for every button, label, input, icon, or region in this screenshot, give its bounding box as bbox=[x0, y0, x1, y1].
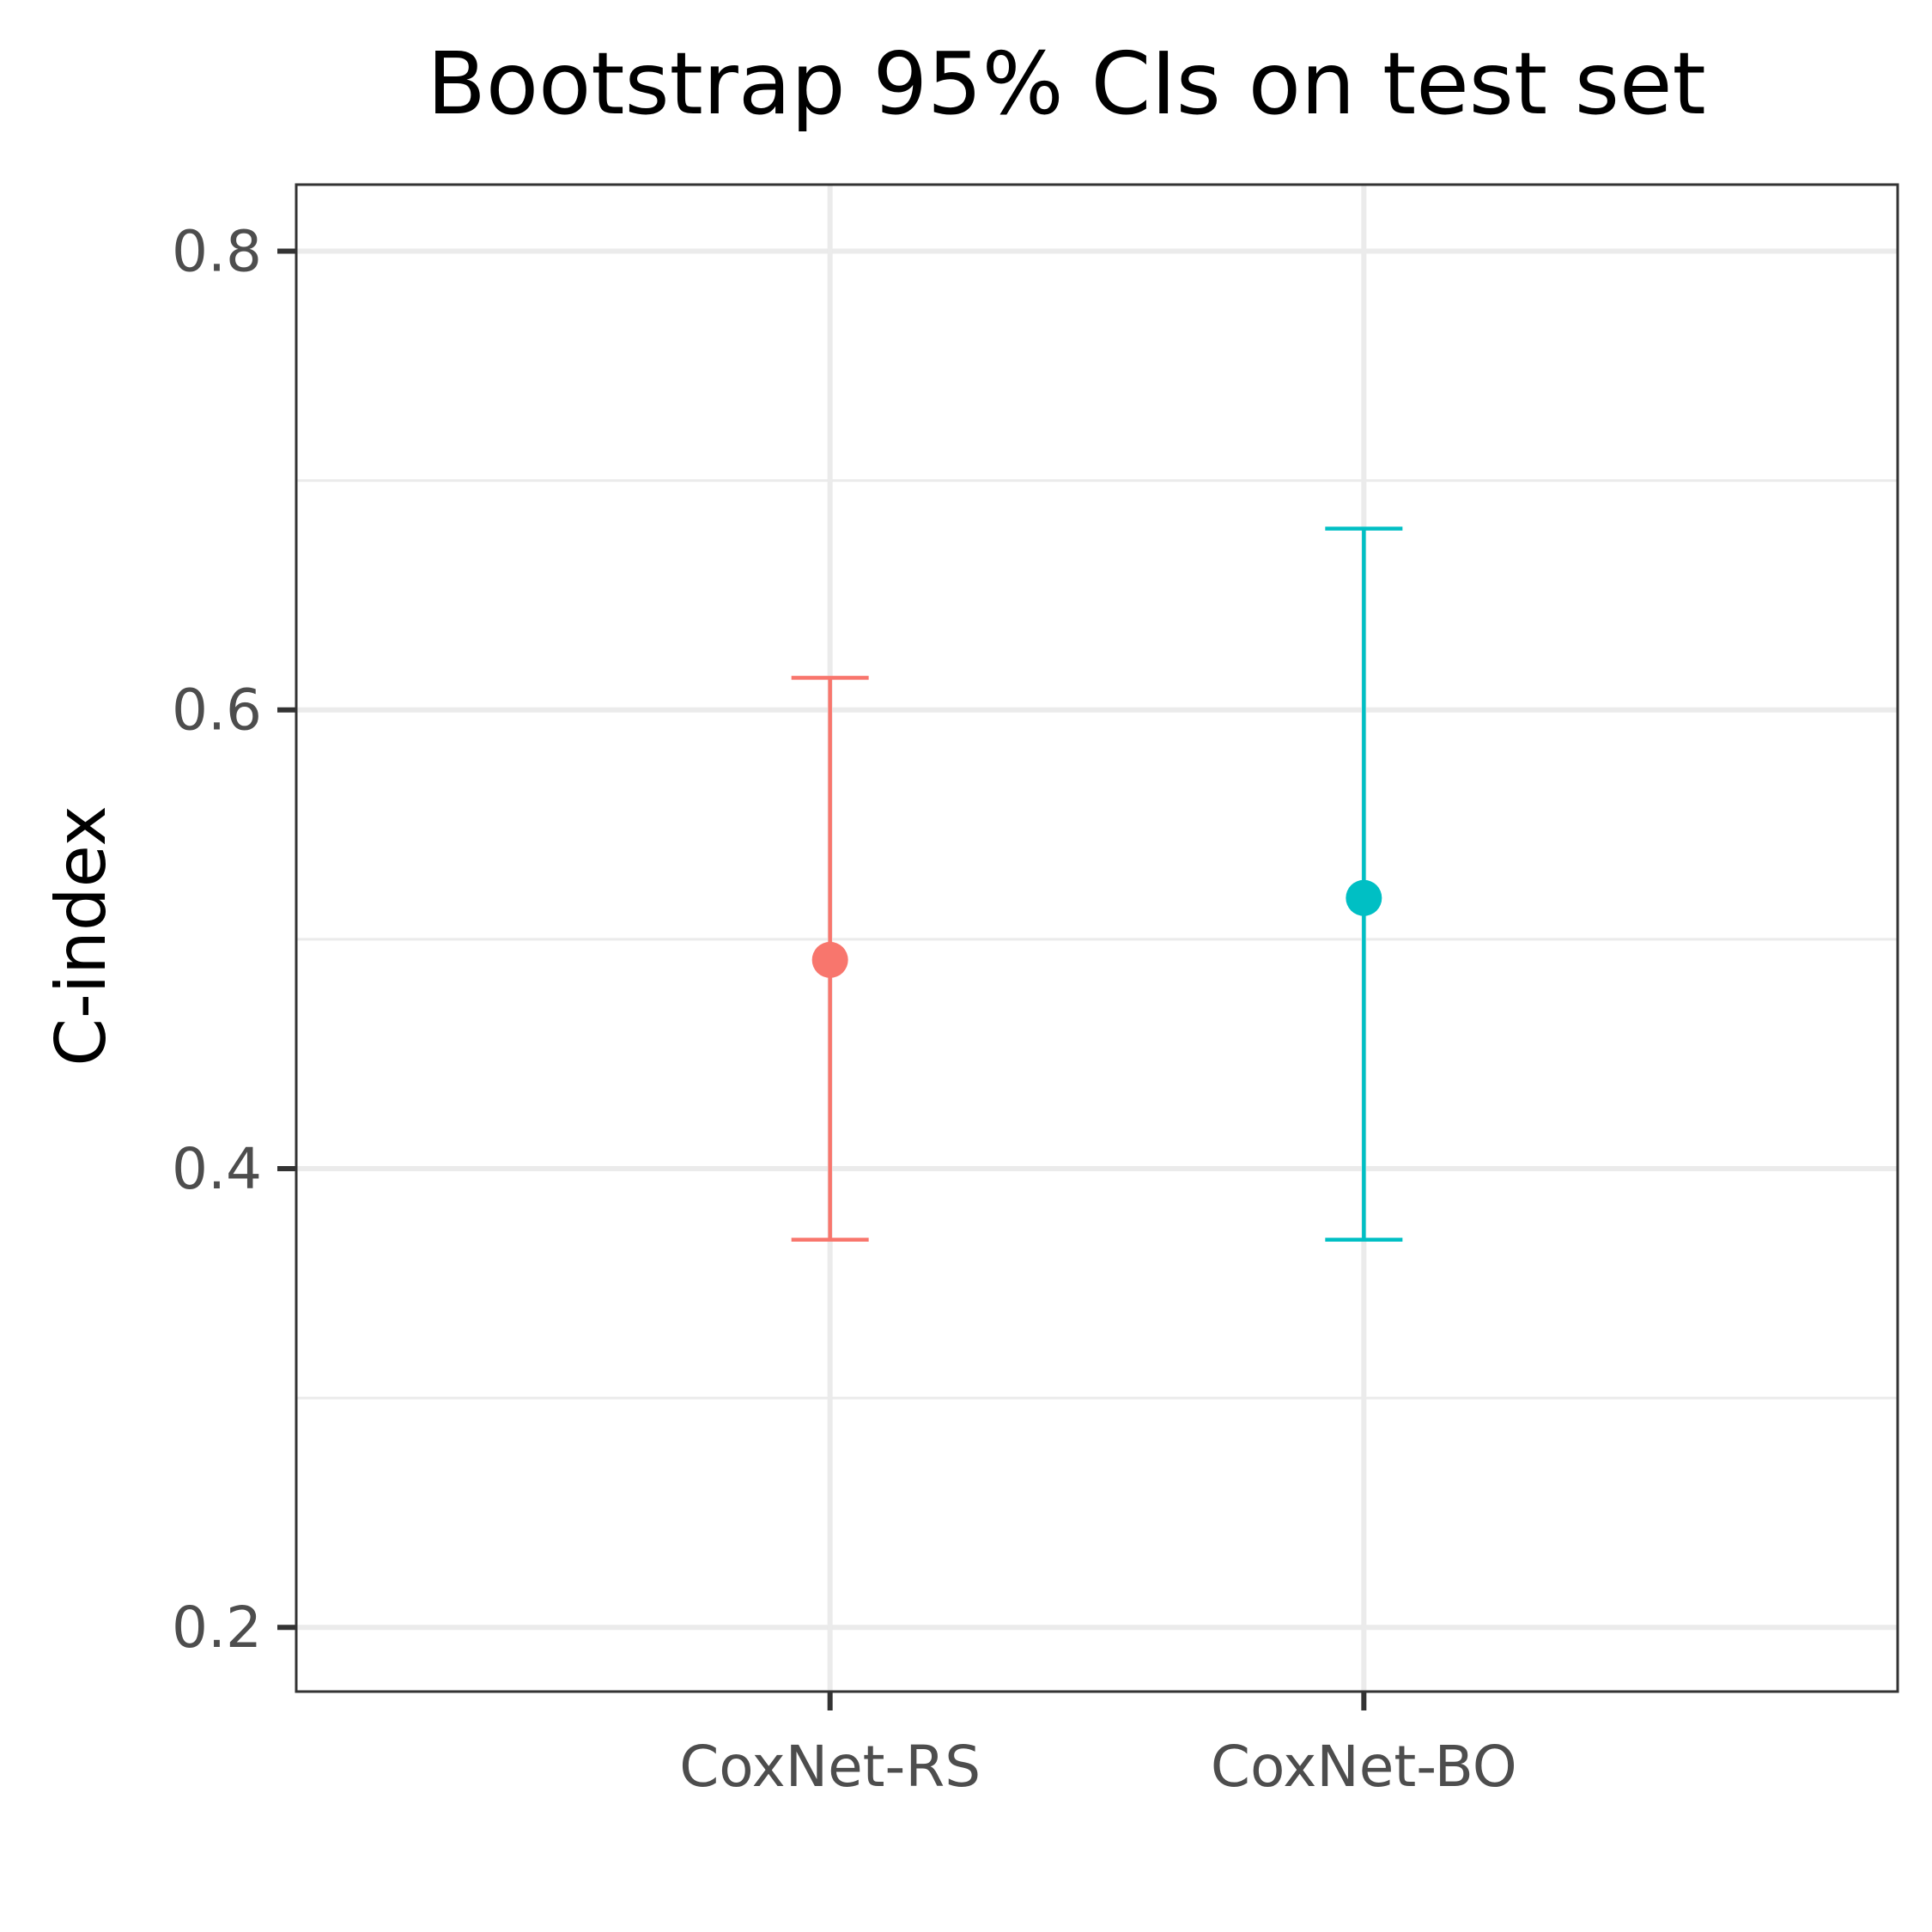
axis-layer: 0.2 0.4 0.6 0.8 CoxNet-RS CoxNet-BO bbox=[172, 218, 1517, 1800]
panel-border bbox=[295, 183, 1899, 1693]
estimate-point bbox=[1346, 879, 1382, 916]
chart-title: Bootstrap 95% CIs on test set bbox=[427, 33, 1705, 134]
y-tick-label: 0.6 bbox=[172, 677, 262, 744]
y-axis-title: C-index bbox=[41, 805, 121, 1066]
marks-layer bbox=[791, 526, 1403, 1242]
x-tick-label: CoxNet-BO bbox=[1211, 1734, 1517, 1800]
y-tick-label: 0.2 bbox=[172, 1595, 262, 1661]
y-tick-label: 0.4 bbox=[172, 1136, 262, 1202]
estimate-point bbox=[811, 941, 848, 978]
x-tick-label: CoxNet-RS bbox=[679, 1734, 981, 1800]
grid-layer bbox=[296, 185, 1898, 1692]
y-tick-label: 0.8 bbox=[172, 218, 262, 284]
